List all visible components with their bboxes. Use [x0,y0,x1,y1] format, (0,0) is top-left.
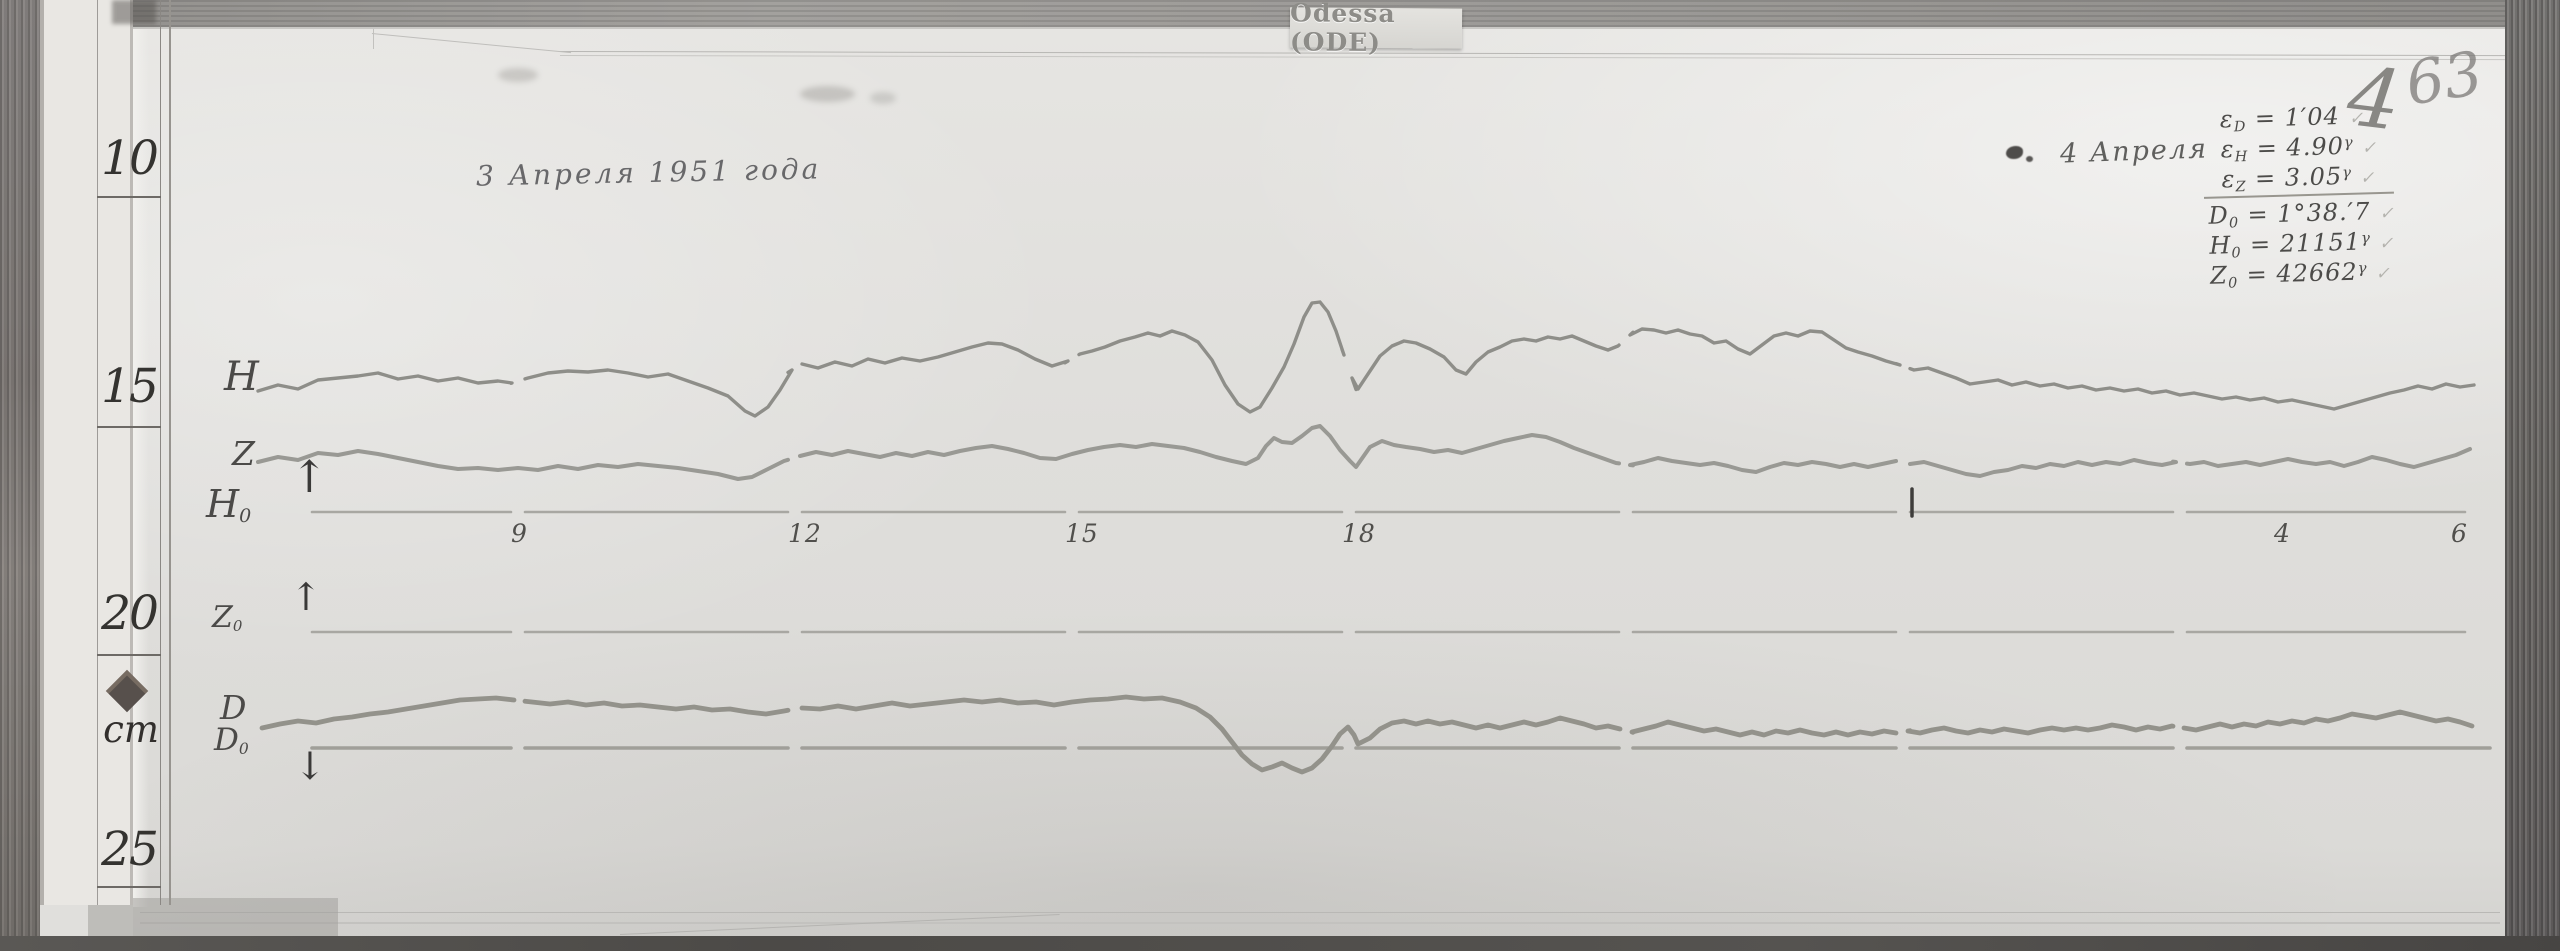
trace-label-h0: H0 [206,482,252,527]
magnetogram-paper [133,27,2505,936]
h0-up-arrow-icon: ↑ [291,452,328,503]
d0-down-arrow-icon: ↓ [294,744,326,788]
ruler-mark-15: 15 [101,359,159,414]
calibration-values: εD = 1′04 ✓ εH = 4.90γ ✓ εZ = 3.05γ ✓ D0 = … [2203,101,2396,292]
ruler-line [160,0,161,905]
calibration-row-epsilon-d: εD = 1′04 ✓ [2219,102,2365,136]
calibration-row-epsilon-h: εH = 4.90γ ✓ [2220,131,2378,166]
paper-bottom-seam-2 [140,922,2500,924]
frame-bottom-edge [0,936,2560,951]
hour-label: 4 [2274,519,2291,548]
z0-up-arrow-icon: ↑ [290,575,322,619]
calibration-row-epsilon-z: εZ = 3.05γ ✓ [2203,160,2395,199]
ink-blot [2026,156,2033,162]
ruler-line [97,0,98,905]
ruler-tick [97,886,161,888]
ruler-tick [97,196,161,198]
calibration-row-z0: Z0 = 42662γ ✓ [2209,257,2392,292]
hour-label: 15 [1065,519,1099,548]
wood-frame-left [0,0,40,951]
ruler-top-smudge [112,0,156,24]
paper-bottom-seam [140,912,2500,913]
glass-top-edge [0,0,2560,29]
pencil-smudge [498,68,538,82]
wood-frame-right [2505,0,2560,951]
pencil-sheet-number: 63 [2400,38,2488,120]
hour-label: 18 [1342,519,1376,548]
check-mark-icon: ✓ [2348,108,2365,129]
trace-label-d0: D0 [214,722,249,758]
check-mark-icon: ✓ [2379,203,2395,225]
ruler-unit-label: cm [103,708,159,751]
ruler-tick [97,654,161,656]
pencil-smudge [870,92,896,104]
date-annotation-right: 4 Апреля [2059,133,2209,170]
check-mark-icon: ✓ [2361,138,2378,159]
ruler-mark-25: 25 [101,822,159,877]
check-mark-icon: ✓ [2359,168,2376,189]
hour-label: 12 [788,519,822,548]
ruler-line [169,0,171,905]
trace-label-d: D [220,688,247,727]
trace-label-z0: Z0 [212,600,243,635]
ruler-mark-10: 10 [101,131,159,186]
ruler-mark-20: 20 [101,586,159,641]
trace-label-h: H [224,354,259,400]
check-mark-icon: ✓ [2375,263,2392,285]
hour-label: 6 [2451,519,2468,548]
ruler-tick [97,426,161,428]
hour-label: 9 [511,519,528,548]
pencil-smudge [800,86,855,102]
check-mark-icon: ✓ [2378,233,2395,255]
paper-top-seam-vertical [373,27,374,49]
station-label: Odessa (ODE) [1290,0,1463,57]
station-label-text: Odessa (ODE) [1289,0,1396,58]
ink-blot [2006,146,2023,159]
trace-label-z: Z [232,434,255,473]
ruler: 10 15 20 25 cm [40,0,171,905]
